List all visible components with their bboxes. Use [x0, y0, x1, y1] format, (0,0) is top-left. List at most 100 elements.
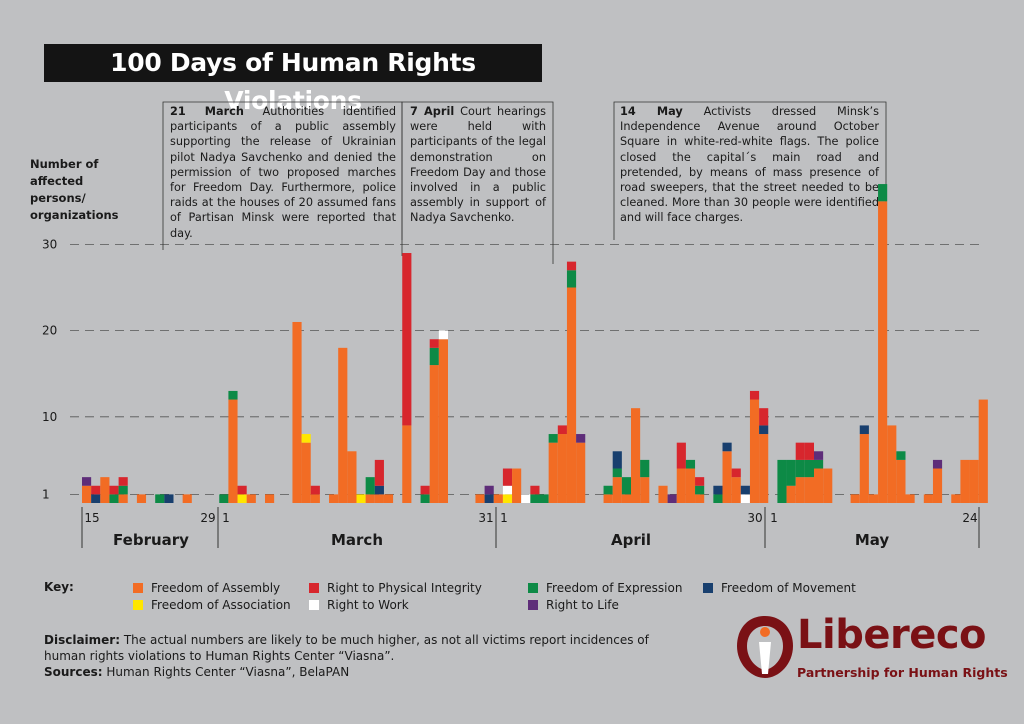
bar-segment-physical	[695, 477, 705, 486]
bar-segment-assembly	[804, 477, 814, 503]
bars	[82, 184, 988, 504]
bar-segment-assembly	[310, 494, 320, 503]
bar-segment-physical	[759, 408, 769, 426]
annotation-date: 21 March	[170, 105, 244, 118]
bar-segment-expression	[878, 184, 888, 202]
chart-title: 100 Days of Human Rights Violations	[44, 44, 542, 115]
bar-segment-assembly	[82, 485, 92, 503]
month-label: February	[113, 531, 189, 549]
bar-segment-assembly	[786, 485, 796, 503]
bar-segment-assembly	[228, 399, 238, 503]
legend-expression: Freedom of Expression	[528, 580, 682, 596]
bar-segment-expression	[786, 459, 796, 486]
bar-segment-physical	[502, 468, 513, 486]
bar-segment-assembly	[566, 287, 577, 503]
bar-segment-expression	[228, 390, 238, 400]
annotation-leader-14-may	[613, 101, 887, 264]
bar-segment-assembly	[292, 321, 302, 503]
annotation-leaders	[162, 101, 887, 264]
bar-segment-work	[740, 494, 750, 503]
swatch	[133, 583, 143, 593]
swatch	[309, 583, 319, 593]
bar-segment-physical	[429, 339, 439, 348]
bar-segment-life	[484, 485, 494, 495]
bar-segment-assembly	[685, 468, 696, 503]
bar-segment-assembly	[695, 494, 705, 503]
bar-segment-movement	[91, 494, 101, 503]
bar-segment-physical	[557, 425, 567, 435]
bar-segment-assembly	[475, 494, 485, 503]
bar-segment-movement	[164, 494, 174, 503]
bar-segment-assembly	[548, 442, 558, 503]
bar-segment-association	[301, 434, 311, 443]
bar-segment-assembly	[365, 494, 375, 503]
bar-segment-expression	[539, 494, 549, 503]
month-label: April	[611, 531, 651, 549]
bar-segment-work	[521, 494, 531, 503]
swatch	[309, 600, 319, 610]
bar-segment-assembly	[859, 434, 869, 503]
legend-label: Right to Work	[327, 598, 409, 612]
disclaimer-text: The actual numbers are likely to be much…	[44, 633, 649, 663]
sources-text: Human Rights Center “Viasna”, BelaPAN	[102, 665, 350, 679]
x-tick-label: 30	[747, 511, 762, 525]
bar-segment-expression	[621, 477, 631, 495]
bar-segment-physical	[91, 485, 101, 495]
bar-segment-association	[502, 494, 513, 503]
logo-name: Libereco	[797, 612, 987, 658]
bar-segment-assembly	[951, 494, 961, 503]
bar-segment-expression	[603, 485, 613, 495]
bar-segment-movement	[612, 451, 622, 469]
bar-segment-assembly	[722, 451, 732, 503]
bar-segment-assembly	[658, 485, 668, 503]
bar-segment-physical	[804, 442, 814, 460]
bar-segment-movement	[859, 425, 869, 435]
bar-segment-movement	[759, 425, 769, 435]
legend-label: Freedom of Association	[151, 598, 291, 612]
bar-segment-expression	[804, 459, 814, 478]
bar-segment-life	[576, 434, 586, 443]
bar-segment-assembly	[621, 494, 631, 503]
legend-label: Right to Physical Integrity	[327, 581, 482, 595]
legend-assembly: Freedom of Assembly	[133, 580, 280, 596]
bar-segment-physical	[402, 253, 412, 426]
bar-segment-assembly	[969, 459, 979, 503]
bar-segment-assembly	[759, 434, 769, 503]
bar-segment-expression	[109, 494, 119, 503]
bar-segment-life	[82, 477, 92, 486]
disclaimer-line: Disclaimer: The actual numbers are likel…	[44, 632, 684, 664]
bar-segment-assembly	[301, 442, 311, 503]
bar-segment-expression	[713, 494, 723, 503]
bar-segment-assembly	[100, 477, 110, 503]
bar-segment-expression	[795, 459, 805, 478]
bar-segment-physical	[237, 485, 247, 495]
bar-segment-movement	[740, 485, 750, 495]
swatch	[703, 583, 713, 593]
bar-segment-assembly	[887, 425, 897, 503]
bar-segment-physical	[118, 477, 128, 486]
bar-segment-assembly	[402, 425, 412, 503]
legend-label: Right to Life	[546, 598, 619, 612]
bar-segment-assembly	[338, 347, 348, 503]
bar-segment-assembly	[383, 494, 394, 503]
bar-segment-physical	[676, 442, 686, 469]
bar-segment-expression	[640, 459, 650, 478]
annotation-date: 14 May	[620, 105, 683, 118]
bar-segment-expression	[429, 347, 439, 366]
legend-label: Freedom of Movement	[721, 581, 856, 595]
legend-association: Freedom of Association	[133, 597, 291, 613]
x-tick-label: 31	[478, 511, 493, 525]
bar-segment-assembly	[576, 442, 586, 503]
disclaimer: Disclaimer: The actual numbers are likel…	[44, 632, 684, 680]
disclaimer-label: Disclaimer:	[44, 633, 121, 647]
annotation-leader-7-april	[401, 101, 554, 264]
annotation-text: Authorities identified participants of a…	[170, 105, 396, 240]
swatch	[528, 600, 538, 610]
bar-segment-expression	[777, 459, 787, 503]
month-label: March	[331, 531, 383, 549]
month-label: May	[855, 531, 890, 549]
bar-segment-physical	[530, 485, 540, 495]
bar-segment-movement	[713, 485, 723, 495]
annotation-date: 7 April	[410, 105, 455, 118]
annotation-text: Activists dressed Minsk’s Independence A…	[620, 105, 879, 225]
